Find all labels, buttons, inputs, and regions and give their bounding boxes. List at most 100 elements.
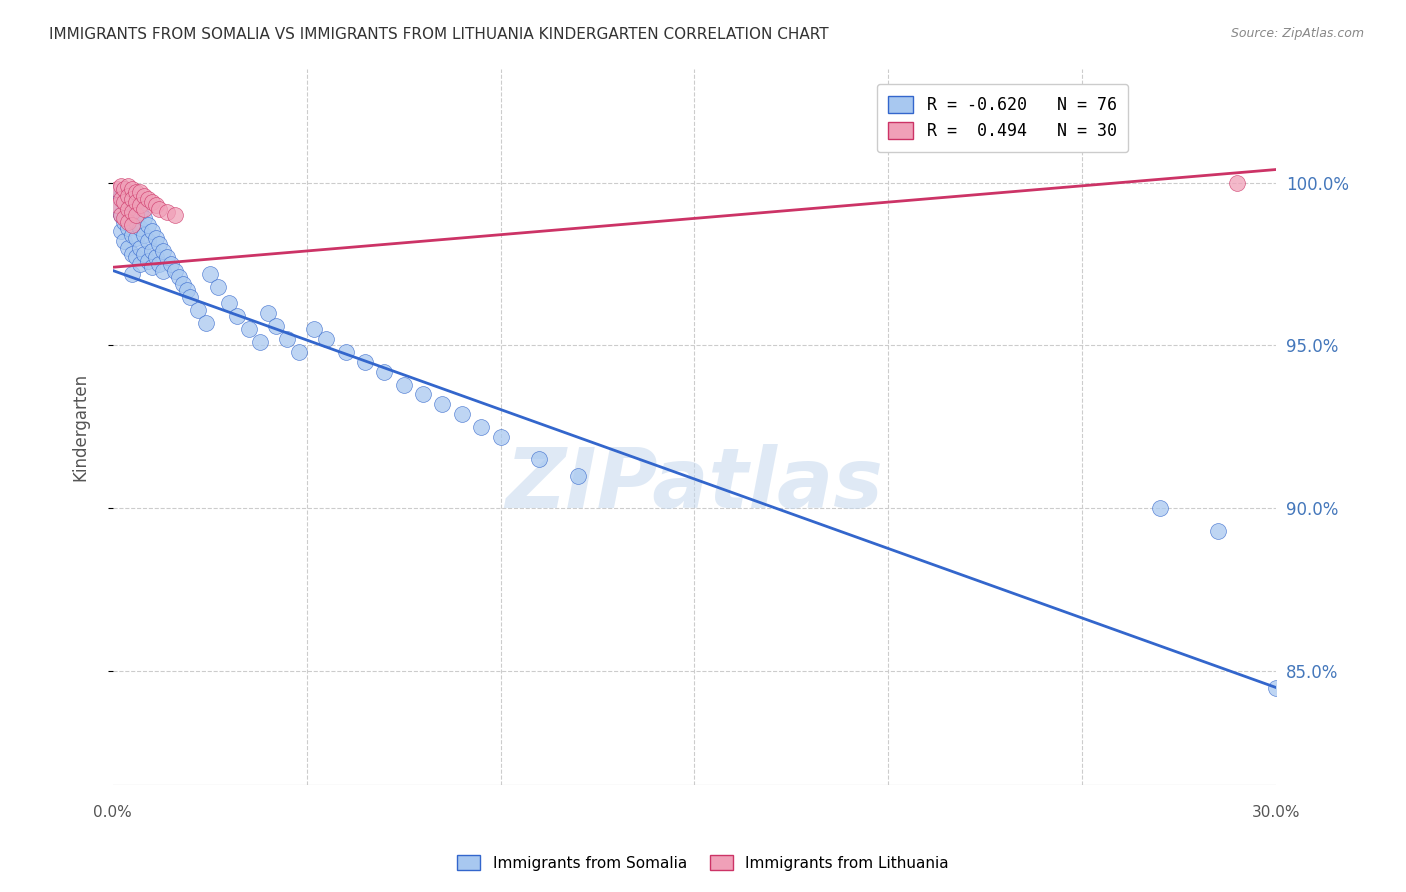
Point [136, 253, 159, 268]
Point [145, 198, 167, 212]
Point [125, 186, 148, 200]
Point [114, 195, 136, 210]
Point [179, 289, 201, 303]
Point [121, 218, 143, 232]
Point [152, 244, 174, 258]
Point [110, 178, 132, 193]
Point [148, 257, 170, 271]
Point [105, 198, 128, 212]
Point [148, 237, 170, 252]
Point [117, 188, 139, 202]
Point [129, 198, 152, 212]
Point [121, 267, 143, 281]
Point [125, 231, 148, 245]
Point [125, 214, 148, 228]
Point [163, 208, 186, 222]
Point [121, 227, 143, 242]
Text: 30.0%: 30.0% [1251, 805, 1301, 820]
Point [121, 182, 143, 196]
Point [121, 205, 143, 219]
Point [121, 208, 143, 222]
Point [114, 182, 136, 196]
Point [470, 420, 492, 434]
Point [117, 221, 139, 235]
Point [136, 218, 159, 232]
Point [117, 178, 139, 193]
Point [110, 208, 132, 222]
Point [194, 316, 217, 330]
Point [315, 332, 337, 346]
Point [276, 332, 298, 346]
Point [226, 309, 249, 323]
Point [114, 211, 136, 226]
Point [145, 251, 167, 265]
Point [373, 364, 395, 378]
Point [114, 195, 136, 210]
Point [141, 224, 163, 238]
Point [136, 234, 159, 248]
Point [132, 227, 155, 242]
Point [114, 182, 136, 196]
Point [110, 192, 132, 206]
Text: 0.0%: 0.0% [93, 805, 132, 820]
Point [129, 205, 152, 219]
Point [257, 306, 280, 320]
Point [432, 397, 454, 411]
Point [132, 188, 155, 202]
Point [264, 318, 287, 333]
Point [129, 257, 152, 271]
Point [167, 270, 190, 285]
Point [129, 221, 152, 235]
Point [354, 355, 377, 369]
Point [125, 208, 148, 222]
Point [207, 280, 229, 294]
Point [156, 205, 179, 219]
Point [198, 267, 221, 281]
Text: Source: ZipAtlas.com: Source: ZipAtlas.com [1230, 27, 1364, 40]
Point [129, 186, 152, 200]
Text: IMMIGRANTS FROM SOMALIA VS IMMIGRANTS FROM LITHUANIA KINDERGARTEN CORRELATION CH: IMMIGRANTS FROM SOMALIA VS IMMIGRANTS FR… [49, 27, 828, 42]
Point [392, 377, 415, 392]
Point [163, 263, 186, 277]
Point [117, 205, 139, 219]
Point [1206, 524, 1229, 538]
Point [156, 251, 179, 265]
Point [132, 211, 155, 226]
Point [129, 241, 152, 255]
Point [114, 234, 136, 248]
Point [218, 296, 240, 310]
Point [125, 198, 148, 212]
Point [141, 260, 163, 275]
Point [288, 345, 311, 359]
Point [176, 283, 198, 297]
Point [132, 202, 155, 216]
Point [335, 345, 357, 359]
Point [117, 241, 139, 255]
Point [148, 202, 170, 216]
Point [145, 231, 167, 245]
Point [117, 188, 139, 202]
Point [117, 214, 139, 228]
Point [141, 244, 163, 258]
Point [1265, 681, 1288, 695]
Point [121, 192, 143, 206]
Point [110, 208, 132, 222]
Point [450, 407, 472, 421]
Point [105, 186, 128, 200]
Point [110, 224, 132, 238]
Point [152, 263, 174, 277]
Point [105, 182, 128, 196]
Point [117, 202, 139, 216]
Point [529, 452, 551, 467]
Point [489, 430, 512, 444]
Point [249, 335, 271, 350]
Point [121, 192, 143, 206]
Point [121, 247, 143, 261]
Point [567, 468, 589, 483]
Point [304, 322, 326, 336]
Legend: R = -0.620   N = 76, R =  0.494   N = 30: R = -0.620 N = 76, R = 0.494 N = 30 [876, 84, 1128, 152]
Point [187, 302, 209, 317]
Point [136, 192, 159, 206]
Text: ZIPatlas: ZIPatlas [506, 443, 883, 524]
Y-axis label: Kindergarten: Kindergarten [72, 373, 89, 481]
